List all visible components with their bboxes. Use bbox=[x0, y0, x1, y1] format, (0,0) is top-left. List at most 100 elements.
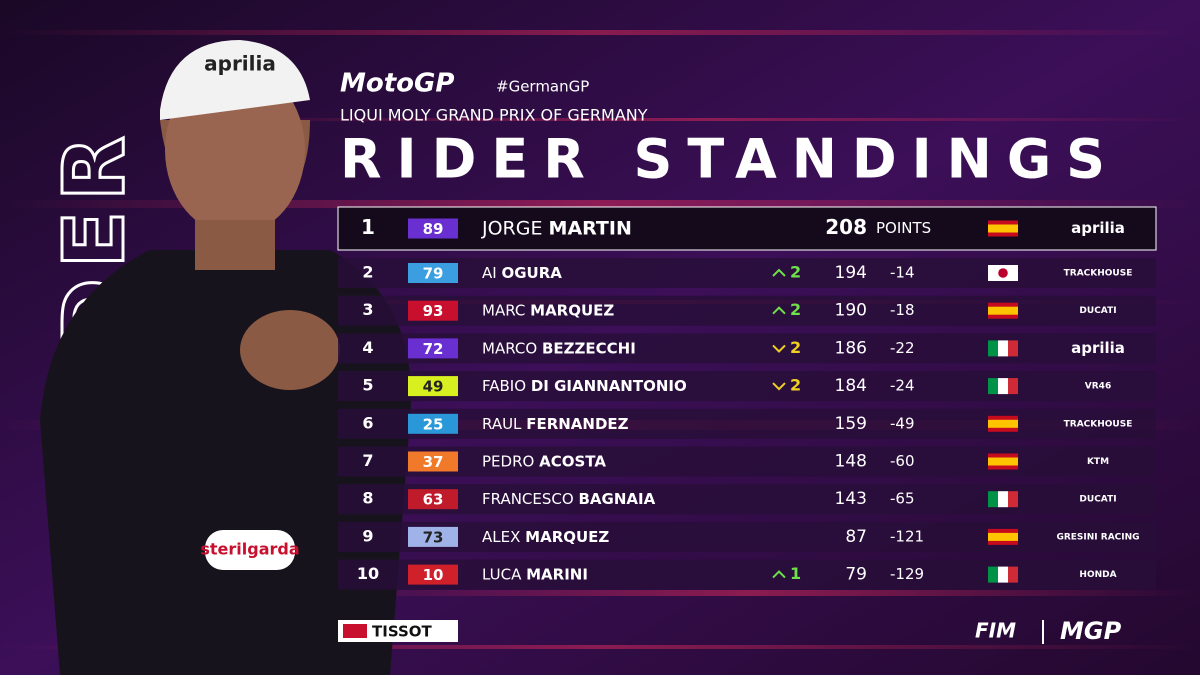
row bbox=[338, 295, 1156, 326]
points: 208 bbox=[825, 215, 867, 239]
position: 9 bbox=[362, 526, 373, 545]
flag bbox=[998, 268, 1008, 278]
number-badge bbox=[408, 413, 458, 434]
position: 10 bbox=[357, 564, 379, 583]
number-badge bbox=[408, 526, 458, 547]
svg-text:sterilgarda: sterilgarda bbox=[200, 540, 299, 559]
flag bbox=[988, 306, 1018, 315]
rider-number: 79 bbox=[423, 265, 444, 283]
position: 2 bbox=[362, 263, 373, 282]
gap: -65 bbox=[890, 490, 915, 508]
flag bbox=[1008, 378, 1018, 395]
row bbox=[338, 521, 1156, 552]
last-name: MARQUEZ bbox=[525, 527, 609, 545]
flag bbox=[998, 491, 1008, 508]
first-name: RAUL bbox=[482, 414, 522, 432]
rider-number: 25 bbox=[423, 415, 444, 433]
number-badge bbox=[408, 564, 458, 585]
rider-number: 49 bbox=[423, 378, 444, 396]
last-name: MARINI bbox=[526, 565, 588, 583]
gap: -49 bbox=[890, 414, 915, 432]
last-name: MARTIN bbox=[549, 217, 632, 239]
sponsor: TISSOT bbox=[372, 623, 432, 641]
points: 190 bbox=[835, 301, 867, 321]
flag bbox=[988, 340, 998, 357]
points: 148 bbox=[835, 452, 867, 472]
rider-number: 72 bbox=[423, 340, 444, 358]
last-name: ACOSTA bbox=[539, 452, 606, 470]
gap: -60 bbox=[890, 452, 915, 470]
row bbox=[338, 408, 1156, 439]
brand: MotoGP bbox=[340, 69, 454, 99]
row bbox=[338, 559, 1156, 590]
last-name: BAGNAIA bbox=[578, 490, 655, 508]
move-arrow bbox=[772, 382, 786, 391]
flag bbox=[988, 419, 1018, 428]
position: 6 bbox=[362, 413, 373, 432]
hashtag: #GermanGP bbox=[496, 78, 589, 96]
first-name: ALEX bbox=[482, 527, 520, 545]
points: 184 bbox=[835, 376, 867, 396]
last-name: OGURA bbox=[501, 264, 562, 282]
rider-number: 73 bbox=[423, 528, 444, 546]
number-badge bbox=[408, 300, 458, 321]
points: 186 bbox=[835, 338, 867, 358]
position: 1 bbox=[361, 215, 375, 239]
footer-logo: FIM bbox=[975, 619, 1016, 643]
row bbox=[338, 484, 1156, 515]
points: 143 bbox=[835, 489, 867, 509]
team: KTM bbox=[1087, 457, 1109, 467]
first-name: MARC bbox=[482, 301, 525, 319]
rider-photo: aprilia sterilgarda bbox=[40, 40, 411, 675]
flag bbox=[998, 340, 1008, 357]
number-badge bbox=[408, 451, 458, 472]
points: 87 bbox=[845, 527, 867, 547]
number-badge bbox=[408, 263, 458, 283]
number-badge bbox=[408, 218, 458, 239]
team: TRACKHOUSE bbox=[1064, 269, 1133, 279]
move-value: 2 bbox=[790, 376, 801, 395]
sponsor-box bbox=[338, 620, 458, 642]
move-arrow bbox=[772, 268, 786, 277]
event-name: LIQUI MOLY GRAND PRIX OF GERMANY bbox=[340, 106, 648, 125]
team: VR46 bbox=[1085, 382, 1111, 392]
rider-number: 63 bbox=[423, 491, 444, 509]
rider-number: 93 bbox=[423, 302, 444, 320]
rider-name: AI OGURA bbox=[482, 264, 562, 282]
first-name: MARCO bbox=[482, 339, 537, 357]
rider-number: 37 bbox=[423, 453, 444, 471]
sponsor-icon bbox=[343, 624, 367, 638]
team: DUCATI bbox=[1079, 306, 1116, 316]
rider-name: ALEX MARQUEZ bbox=[482, 527, 609, 545]
flag bbox=[988, 378, 998, 395]
position: 8 bbox=[362, 489, 373, 508]
last-name: DI GIANNANTONIO bbox=[531, 377, 687, 395]
points: 159 bbox=[835, 414, 867, 434]
flag bbox=[1008, 566, 1018, 583]
flag bbox=[998, 566, 1008, 583]
row bbox=[338, 446, 1156, 477]
rider-name: LUCA MARINI bbox=[482, 565, 588, 583]
points-label: POINTS bbox=[876, 219, 931, 237]
gap: -18 bbox=[890, 301, 915, 319]
move-value: 2 bbox=[790, 300, 801, 319]
team: DUCATI bbox=[1079, 495, 1116, 505]
move-value: 2 bbox=[790, 263, 801, 282]
position: 7 bbox=[362, 451, 373, 470]
rider-name: FABIO DI GIANNANTONIO bbox=[482, 377, 687, 395]
move-arrow bbox=[772, 570, 786, 579]
move-value: 1 bbox=[790, 564, 801, 583]
rider-name: MARCO BEZZECCHI bbox=[482, 339, 636, 357]
flag bbox=[988, 566, 998, 583]
last-name: MARQUEZ bbox=[530, 301, 614, 319]
number-badge bbox=[408, 338, 458, 359]
position: 4 bbox=[362, 338, 373, 357]
team: TRACKHOUSE bbox=[1064, 419, 1133, 429]
footer-logo: MGP bbox=[1060, 617, 1122, 645]
svg-text:aprilia: aprilia bbox=[204, 52, 276, 76]
first-name: JORGE bbox=[481, 217, 543, 239]
first-name: FRANCESCO bbox=[482, 490, 574, 508]
first-name: PEDRO bbox=[482, 452, 534, 470]
